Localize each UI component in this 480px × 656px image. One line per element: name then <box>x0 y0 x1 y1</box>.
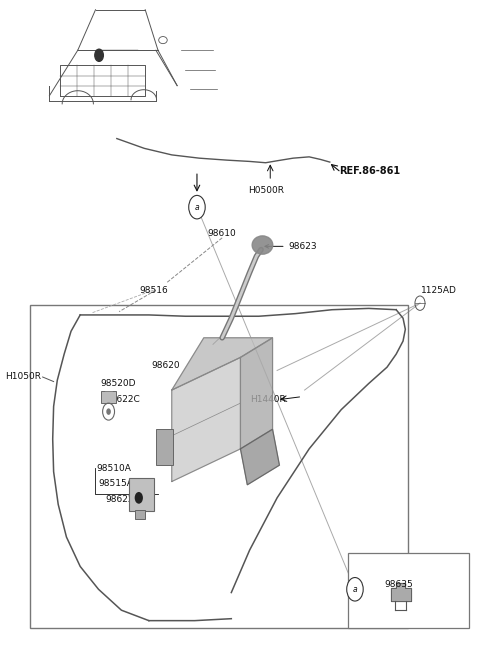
Circle shape <box>189 195 205 219</box>
Circle shape <box>347 577 363 601</box>
Text: a: a <box>353 584 357 594</box>
Text: 98622C: 98622C <box>106 396 140 404</box>
Text: a: a <box>195 203 199 212</box>
Bar <box>156 429 173 465</box>
Text: 1125AD: 1125AD <box>421 285 457 295</box>
Bar <box>135 510 145 519</box>
Text: 98516: 98516 <box>140 285 168 295</box>
Bar <box>129 478 155 511</box>
Text: H0500R: H0500R <box>248 186 284 195</box>
Text: 98620: 98620 <box>151 361 180 371</box>
Bar <box>101 392 116 403</box>
Bar <box>348 554 469 628</box>
Text: REF.86-861: REF.86-861 <box>339 167 400 176</box>
Text: 98520D: 98520D <box>101 379 136 388</box>
Polygon shape <box>172 358 240 482</box>
Text: 98623: 98623 <box>265 242 317 251</box>
Circle shape <box>135 492 143 504</box>
Ellipse shape <box>252 236 273 254</box>
Polygon shape <box>240 338 273 449</box>
Text: 98635: 98635 <box>385 579 413 588</box>
Text: 98610: 98610 <box>208 229 237 238</box>
Circle shape <box>95 49 103 62</box>
Circle shape <box>106 408 111 415</box>
Text: 98515A: 98515A <box>98 479 133 488</box>
Text: H1440R: H1440R <box>250 396 286 404</box>
Polygon shape <box>172 338 273 390</box>
Text: 98622: 98622 <box>106 495 134 504</box>
Text: 98510A: 98510A <box>96 464 131 473</box>
Polygon shape <box>240 429 279 485</box>
Bar <box>30 305 408 628</box>
Text: H1050R: H1050R <box>5 373 41 382</box>
Polygon shape <box>391 583 411 601</box>
